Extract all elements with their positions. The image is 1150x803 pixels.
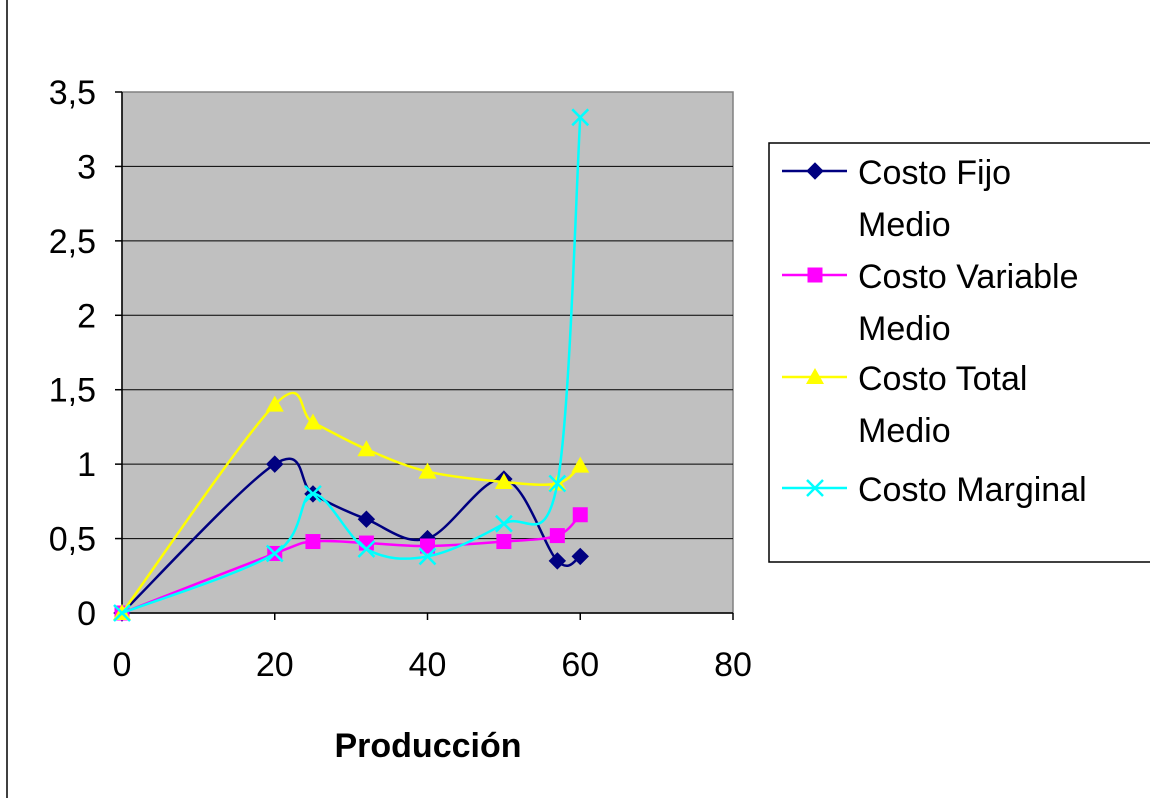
point-x-stroke [113,604,131,622]
point-x-stroke [357,540,376,558]
point-x [571,108,590,127]
legend-label: Medio [858,310,951,348]
legend-box [768,142,1150,563]
point-x-stroke [418,547,437,566]
y-tick-label: 1,5 [49,372,96,410]
y-tick-label: 1 [77,446,96,484]
point-diamond [548,552,567,570]
point-square [420,538,435,554]
legend-label: Costo Fijo [858,154,1011,192]
y-tick-label: 0 [77,595,96,633]
point-x-stroke [548,474,567,493]
y-tick-label: 0,5 [49,521,96,559]
point-square [572,507,588,523]
y-tick-label: 3,5 [49,74,96,112]
x-tick-label: 80 [714,646,752,684]
point-x [304,485,322,503]
legend-label: Costo Variable [858,258,1079,296]
point-triangle [571,456,590,473]
point-diamond [806,162,824,180]
y-tick-label: 3 [77,148,96,186]
legend-label: Medio [858,412,951,450]
point-x [418,547,437,566]
series-layer [113,108,590,622]
series-line [121,513,582,615]
gridlines [122,165,733,540]
legend-label: Medio [858,206,951,244]
point-x [806,479,824,497]
point-triangle [357,440,376,457]
point-x-stroke [304,485,322,503]
point-square [496,534,512,550]
point-triangle [418,462,437,479]
y-tick-label: 2,5 [49,223,96,261]
legend-label: Costo Marginal [858,471,1087,509]
x-axis-title: Producción [334,727,521,765]
point-x-stroke [571,108,590,127]
point-triangle [494,473,513,490]
point-x [357,540,376,558]
point-triangle [806,368,824,384]
x-tick-label: 0 [113,646,132,684]
point-square [549,528,565,544]
series-1 [114,507,588,621]
point-diamond [571,547,589,566]
legend-label: Costo Total [858,360,1027,398]
point-x-stroke [806,479,824,497]
y-tick-label: 2 [77,297,96,335]
point-x-stroke [265,544,284,563]
point-diamond [357,510,376,528]
point-x [548,474,567,493]
point-x [494,514,513,533]
plot-area [121,91,734,614]
point-x [113,604,131,622]
x-tick-label: 40 [409,646,447,684]
point-triangle [265,395,284,412]
x-tick-label: 60 [561,646,599,684]
tick-labels: 0 0,5 1 1,5 2 2,5 3 3,5 0 20 40 60 80 [49,74,752,684]
legend: Costo Fijo Medio Costo Variable Medio Costo … [782,154,1087,509]
x-tick-label: 20 [256,646,294,684]
series-3 [113,108,590,622]
point-square [305,534,321,550]
point-x-stroke [494,514,513,533]
point-x [265,544,284,563]
point-square [807,267,823,283]
point-triangle [303,413,322,430]
point-diamond [266,455,284,473]
